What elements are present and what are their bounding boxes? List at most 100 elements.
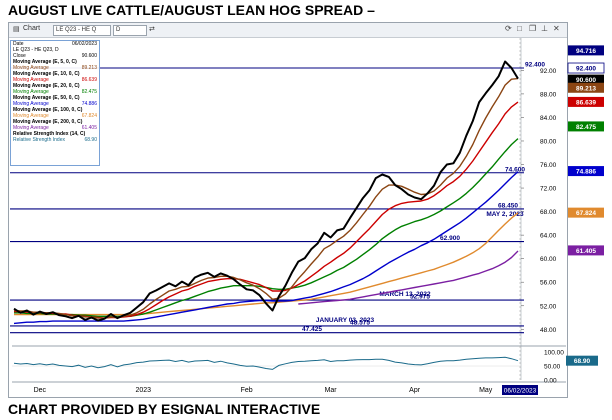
y-tick-label: 52.00 (540, 303, 557, 310)
legend-label: Moving Average (13, 65, 49, 71)
price-badge-label: 92.400 (576, 66, 596, 73)
y-tick-label: 60.00 (540, 256, 557, 263)
maximize-icon[interactable]: □ (517, 24, 522, 33)
legend-label: Date (13, 41, 24, 47)
support-label: 47.425 (302, 326, 322, 333)
support-label: 52.975 (410, 294, 430, 301)
legend-value: 74.886 (81, 101, 97, 107)
pin-icon[interactable]: ⊥ (541, 24, 548, 33)
refresh-icon[interactable]: ⟳ (505, 24, 512, 33)
support-label: 92.400 (525, 62, 545, 69)
rsi-line (13, 356, 519, 370)
legend-label: Moving Average (13, 125, 49, 131)
legend-row: LE Q23 - HE Q23, D (11, 47, 99, 53)
y-tick-label: 92.00 (540, 68, 557, 75)
support-label: 62.900 (440, 235, 460, 242)
legend-label: Moving Average (13, 101, 49, 107)
legend-row: Moving Average (E, 5, 0, C) (11, 59, 99, 65)
price-badge-label: 67.824 (576, 210, 596, 217)
series-line (13, 77, 519, 319)
legend-label: Moving Average (E, 20, 0, C) (13, 83, 80, 89)
legend-value: 90.600 (81, 53, 97, 59)
price-badge (568, 207, 604, 218)
y-tick-label: 88.00 (540, 91, 557, 98)
support-label: 68.450 (498, 202, 518, 209)
rsi-tick-label: 100.00 (544, 350, 564, 357)
legend-row: Moving Average 74.886 (11, 101, 99, 107)
legend-value: 86.639 (81, 77, 97, 83)
price-badge-label: 61.405 (576, 248, 596, 255)
legend-label: Moving Average (E, 5, 0, C) (13, 59, 77, 65)
x-tick-label: 2023 (135, 387, 151, 394)
price-badge-label: 89.213 (576, 85, 596, 92)
date-annotation: MAY 2, 2023 (486, 211, 524, 218)
rsi-badge (566, 355, 598, 366)
legend-row: Moving Average (E, 100, 0, C) (11, 107, 99, 113)
series-line (13, 60, 519, 322)
legend-value: 82.475 (81, 89, 97, 95)
date-annotation: JANUARY 03, 2023 (316, 317, 375, 324)
y-tick-label: 68.00 (540, 209, 557, 216)
y-tick-label: 80.00 (540, 138, 557, 145)
y-tick-label: 56.00 (540, 280, 557, 287)
x-current-date-box (502, 385, 538, 395)
price-badge (568, 166, 604, 177)
legend-row: Moving Average (E, 10, 0, C) (11, 71, 99, 77)
legend-row: Moving Average 82.475 (11, 89, 99, 95)
x-tick-label: Apr (409, 387, 421, 394)
interval-select[interactable]: D (113, 25, 147, 36)
legend-value: 89.213 (81, 65, 97, 71)
legend-label: Relative Strength Index (14, C) (13, 131, 86, 137)
window-toolbar: ▤ Chart LE Q23 - HE Q D ⇄ ⟳ □ ❐ ⊥ ✕ (9, 23, 567, 38)
legend-row: Date 06/02/2023 (11, 41, 99, 47)
x-tick-label: Feb (241, 387, 253, 394)
price-badge-label: 74.886 (576, 169, 596, 176)
legend-row: Moving Average 86.639 (11, 77, 99, 83)
legend-row: Moving Average 67.824 (11, 113, 99, 119)
link-icon[interactable]: ⇄ (149, 26, 155, 33)
y-tick-label: 76.00 (540, 162, 557, 169)
rsi-tick-label: 50.00 (544, 364, 561, 371)
x-tick-label: Mar (325, 387, 338, 394)
chart-headline: AUGUST LIVE CATTLE/AUGUST LEAN HOG SPREA… (8, 2, 375, 18)
legend-label: Moving Average (13, 89, 49, 95)
price-badge-label: 82.475 (576, 124, 596, 131)
y-tick-label: 84.00 (540, 115, 557, 122)
chart-credit: CHART PROVIDED BY ESIGNAL INTERACTIVE (8, 401, 321, 417)
legend-value: 68.90 (84, 137, 97, 143)
legend-value: 06/02/2023 (71, 41, 97, 47)
legend-label: Moving Average (13, 113, 49, 119)
date-annotation: MARCH 13, 2022 (379, 291, 431, 298)
close-icon[interactable]: ✕ (553, 24, 560, 33)
y-tick-label: 48.00 (540, 327, 557, 334)
legend-value: 67.824 (81, 113, 97, 119)
price-badge-label: 94.716 (576, 48, 596, 55)
support-label: 48.575 (350, 319, 370, 326)
legend-label: Moving Average (13, 77, 49, 83)
legend-row: Relative Strength Index 68.90 (11, 137, 99, 143)
legend-label: Moving Average (E, 100, 0, C) (13, 107, 83, 113)
symbol-input[interactable]: LE Q23 - HE Q (53, 25, 111, 36)
legend-row: Moving Average 61.405 (11, 125, 99, 131)
x-tick-label: May (479, 387, 493, 394)
y-tick-label: 72.00 (540, 186, 557, 193)
legend-row: Moving Average (E, 50, 0, C) (11, 95, 99, 101)
x-current-date-label: 06/02/2023 (504, 388, 537, 395)
rsi-badge-label: 68.90 (574, 358, 591, 365)
price-badge (568, 45, 604, 56)
series-line (298, 250, 519, 305)
chart-window-icon: ▤ (13, 26, 20, 33)
legend-row: Moving Average (E, 20, 0, C) (11, 83, 99, 89)
legend-row: Moving Average (E, 200, 0, C) (11, 119, 99, 125)
legend-label: Moving Average (E, 10, 0, C) (13, 71, 80, 77)
price-badge-label: 86.639 (576, 99, 596, 106)
legend-label: Moving Average (E, 200, 0, C) (13, 119, 83, 125)
price-badge (568, 74, 604, 85)
x-tick-label: Dec (34, 387, 47, 394)
price-badge (568, 121, 604, 132)
legend-row: Moving Average 89.213 (11, 65, 99, 71)
legend-row: Relative Strength Index (14, C) (11, 131, 99, 137)
restore-icon[interactable]: ❐ (529, 24, 537, 33)
price-badge (568, 82, 604, 93)
y-tick-label: 64.00 (540, 233, 557, 240)
